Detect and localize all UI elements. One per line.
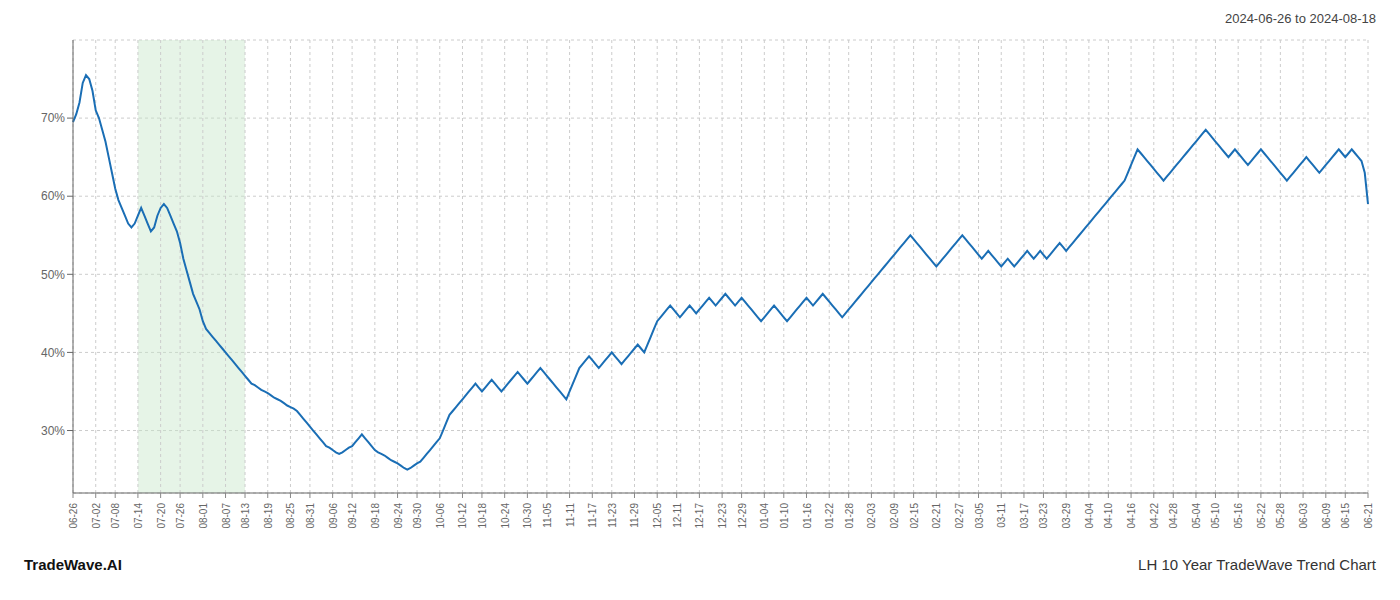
svg-text:11-23: 11-23 [607, 503, 618, 528]
svg-text:50%: 50% [41, 268, 65, 282]
svg-text:10-06: 10-06 [435, 503, 446, 529]
svg-text:05-04: 05-04 [1191, 503, 1202, 529]
svg-text:06-15: 06-15 [1340, 503, 1351, 529]
svg-text:02-27: 02-27 [954, 503, 965, 529]
svg-text:11-17: 11-17 [587, 503, 598, 528]
svg-text:04-22: 04-22 [1149, 503, 1160, 529]
html-text:2024-06-26 to 2024-08-18: 2024-06-26 to 2024-08-18 [1224, 11, 1376, 26]
svg-text:03-05: 03-05 [974, 503, 985, 529]
svg-text:01-28: 01-28 [844, 503, 855, 529]
svg-text:08-13: 08-13 [240, 503, 251, 529]
svg-text:06-26: 06-26 [68, 503, 79, 529]
svg-text:06-03: 06-03 [1298, 503, 1309, 529]
svg-text:02-21: 02-21 [931, 503, 942, 529]
svg-text:40%: 40% [41, 346, 65, 360]
svg-text:02-15: 02-15 [909, 503, 920, 529]
svg-text:07-08: 07-08 [110, 503, 121, 529]
svg-text:08-19: 08-19 [263, 503, 274, 529]
svg-text:08-01: 08-01 [198, 503, 209, 529]
svg-text:02-09: 02-09 [889, 503, 900, 529]
svg-text:09-18: 09-18 [370, 503, 381, 529]
svg-text:06-21: 06-21 [1363, 503, 1374, 529]
svg-text:03-23: 03-23 [1038, 503, 1049, 529]
svg-text:06-09: 06-09 [1321, 503, 1332, 529]
svg-text:09-30: 09-30 [412, 503, 423, 529]
svg-text:08-25: 08-25 [285, 503, 296, 529]
svg-text:01-16: 01-16 [802, 503, 813, 529]
svg-text:01-22: 01-22 [824, 503, 835, 529]
svg-text:05-22: 05-22 [1256, 503, 1267, 529]
svg-text:02-03: 02-03 [866, 503, 877, 529]
svg-text:08-31: 08-31 [305, 503, 316, 529]
svg-text:04-10: 04-10 [1103, 503, 1114, 529]
svg-text:09-06: 09-06 [328, 503, 339, 529]
svg-text:03-11: 03-11 [996, 503, 1007, 528]
svg-text:05-16: 05-16 [1233, 503, 1244, 529]
html-text:LH 10 Year TradeWave Trend Cha: LH 10 Year TradeWave Trend Chart [1138, 556, 1376, 573]
svg-text:07-02: 07-02 [91, 503, 102, 529]
svg-text:04-04: 04-04 [1084, 503, 1095, 529]
svg-text:10-18: 10-18 [477, 503, 488, 529]
svg-text:70%: 70% [41, 111, 65, 125]
svg-text:08-07: 08-07 [221, 503, 232, 529]
svg-text:12-11: 12-11 [672, 503, 683, 528]
svg-text:10-12: 10-12 [457, 503, 468, 529]
svg-text:05-28: 05-28 [1275, 503, 1286, 529]
svg-text:03-29: 03-29 [1061, 503, 1072, 529]
svg-text:11-29: 11-29 [629, 503, 640, 528]
svg-text:12-23: 12-23 [717, 503, 728, 529]
svg-text:60%: 60% [41, 189, 65, 203]
svg-text:01-10: 01-10 [779, 503, 790, 529]
svg-text:07-20: 07-20 [156, 503, 167, 529]
svg-text:11-11: 11-11 [565, 503, 576, 528]
html-text:TradeWave.AI: TradeWave.AI [24, 556, 122, 573]
svg-text:03-17: 03-17 [1019, 503, 1030, 529]
svg-text:07-14: 07-14 [133, 503, 144, 529]
svg-text:04-16: 04-16 [1126, 503, 1137, 529]
svg-text:11-05: 11-05 [542, 503, 553, 528]
svg-text:12-05: 12-05 [652, 503, 663, 529]
svg-text:10-24: 10-24 [500, 503, 511, 529]
svg-text:09-24: 09-24 [393, 503, 404, 529]
svg-text:09-12: 09-12 [347, 503, 358, 529]
svg-text:12-17: 12-17 [694, 503, 705, 529]
svg-text:05-10: 05-10 [1210, 503, 1221, 529]
svg-text:10-30: 10-30 [522, 503, 533, 529]
svg-text:30%: 30% [41, 424, 65, 438]
svg-text:12-29: 12-29 [737, 503, 748, 529]
svg-text:04-28: 04-28 [1168, 503, 1179, 529]
svg-text:01-04: 01-04 [759, 503, 770, 529]
svg-text:07-26: 07-26 [175, 503, 186, 529]
